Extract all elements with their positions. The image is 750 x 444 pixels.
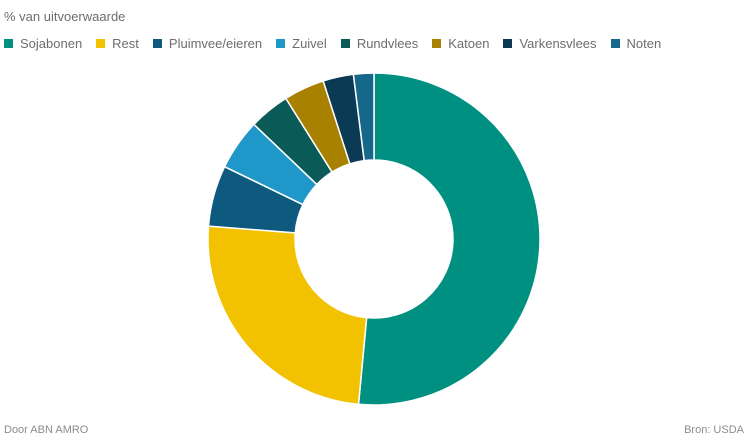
legend-item[interactable]: Katoen	[432, 36, 489, 51]
legend-swatch	[152, 39, 162, 48]
legend-label: Rundvlees	[356, 36, 419, 51]
legend-label: Pluimvee/eieren	[168, 36, 263, 51]
legend-swatch	[432, 39, 442, 48]
legend-label: Zuivel	[292, 36, 327, 51]
legend-item[interactable]: Sojabonen	[4, 36, 82, 51]
legend-label: Rest	[112, 36, 139, 51]
donut-slice-noten[interactable]	[352, 72, 375, 162]
legend-item[interactable]: Zuivel	[276, 36, 327, 51]
legend-item[interactable]: Rundvlees	[340, 36, 419, 51]
footer-credit: Door ABN AMRO	[4, 424, 89, 436]
donut-chart	[207, 72, 541, 406]
legend-swatch	[610, 39, 620, 48]
legend-swatch	[96, 39, 106, 48]
legend-label: Sojabonen	[20, 36, 83, 51]
donut-slice-sojabonen[interactable]	[357, 72, 541, 406]
legend-swatch	[503, 39, 513, 48]
legend-item[interactable]: Varkensvlees	[503, 36, 597, 51]
legend-item[interactable]: Rest	[96, 36, 139, 51]
legend-label: Varkensvlees	[519, 36, 597, 51]
chart-subtitle: % van uitvoerwaarde	[4, 9, 126, 24]
legend-swatch	[340, 39, 350, 48]
legend-swatch	[276, 39, 286, 48]
donut-slice-rest[interactable]	[207, 225, 368, 406]
legend-item[interactable]: Pluimvee/eieren	[152, 36, 263, 51]
legend-label: Katoen	[448, 36, 490, 51]
chart-legend: Sojabonen Rest Pluimvee/eieren Zuivel Rundvl…	[4, 36, 675, 51]
legend-swatch	[4, 39, 13, 48]
footer-source: Bron: USDA	[684, 424, 744, 436]
legend-label: Noten	[626, 36, 662, 51]
legend-item[interactable]: Noten	[610, 36, 662, 51]
